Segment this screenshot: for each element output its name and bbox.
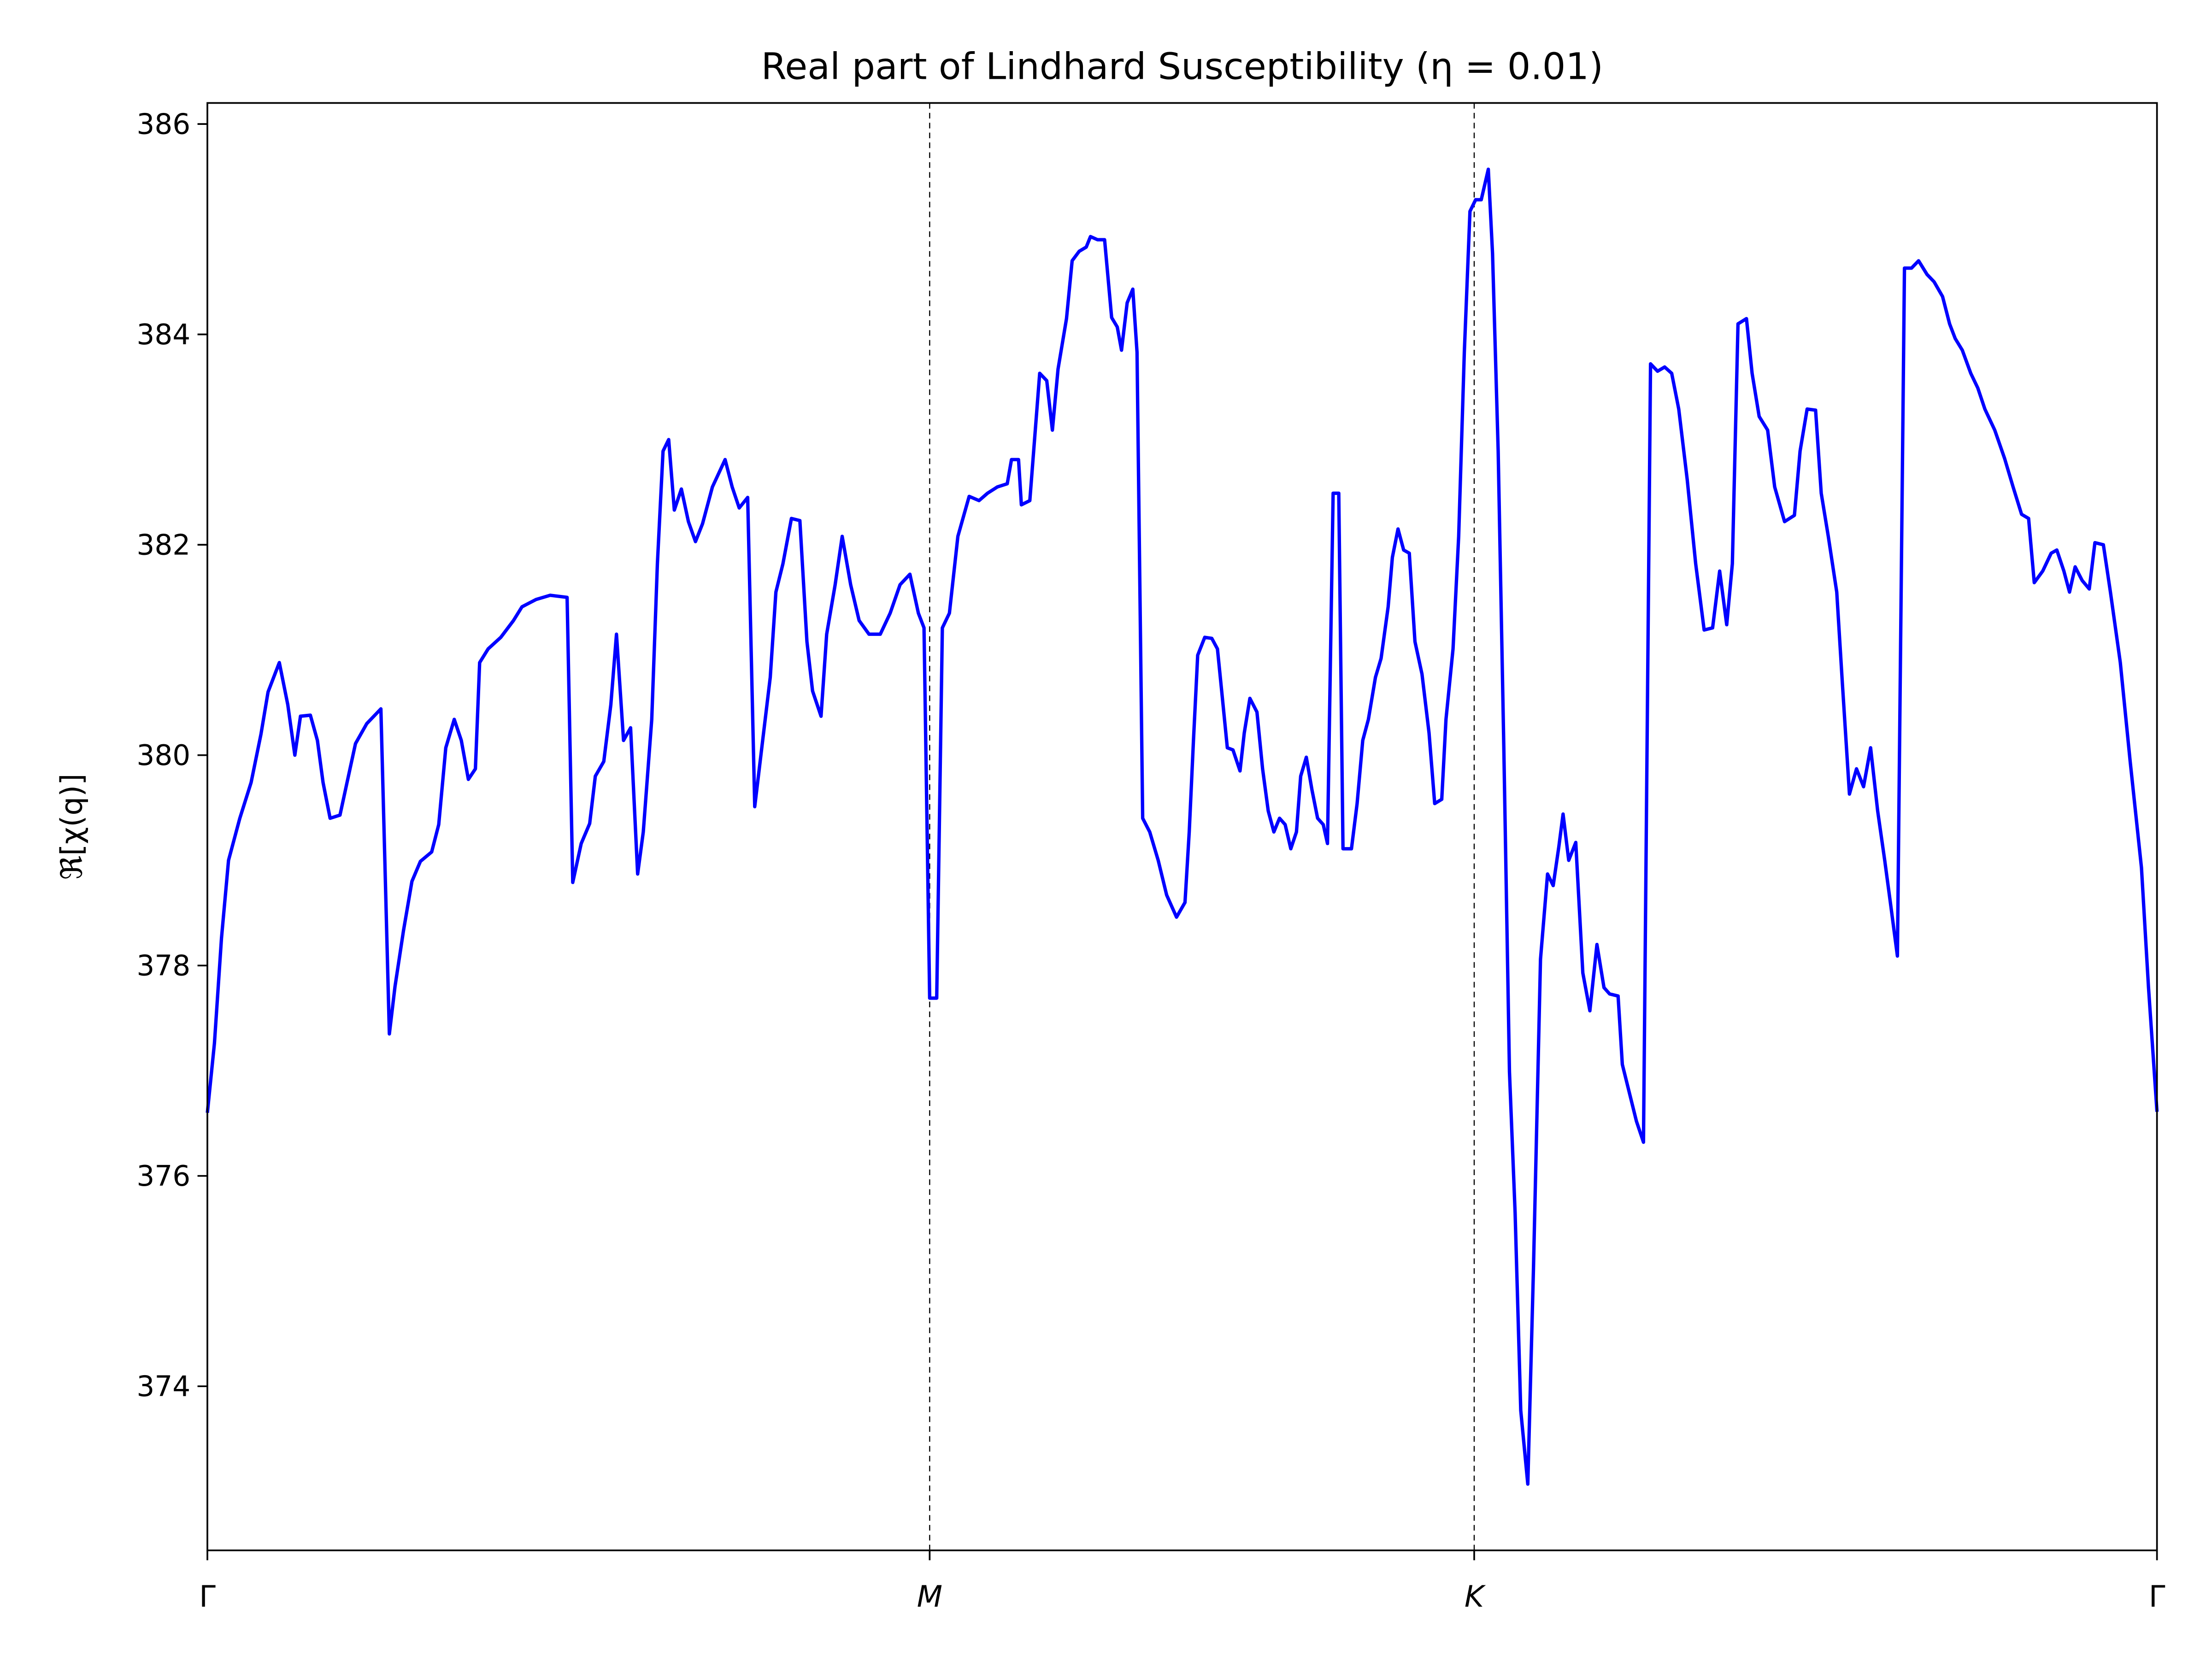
y-tick-label: 384 [136,318,190,351]
y-tick-label: 386 [136,108,190,141]
chart-title: Real part of Lindhard Susceptibility (η … [761,45,1603,88]
x-tick-label: Γ [199,1580,216,1614]
plot-frame [206,102,2158,1552]
data-line [206,167,2159,1486]
y-tick-label: 382 [136,529,190,562]
y-tick-label: 378 [136,950,190,982]
y-axis-label: ℜ[χ(q)] [55,774,89,880]
y-tick-label: 380 [136,739,190,772]
x-tick-label: K [1465,1580,1486,1614]
y-tick-label: 374 [136,1371,190,1403]
x-tick-label: M [917,1580,942,1614]
x-tick-label: Γ [2149,1580,2165,1614]
y-tick-label: 376 [136,1160,190,1193]
